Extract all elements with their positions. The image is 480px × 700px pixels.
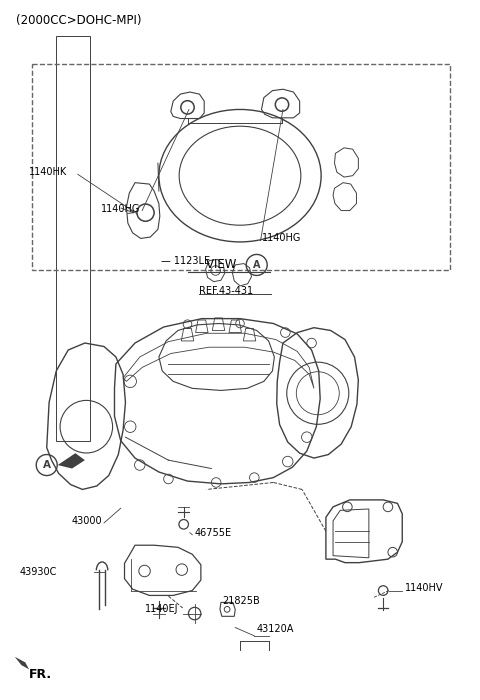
- Text: VIEW: VIEW: [206, 258, 240, 272]
- Text: 1140HV: 1140HV: [405, 583, 443, 594]
- Circle shape: [179, 519, 189, 529]
- Polygon shape: [58, 453, 85, 468]
- Text: 1140HK: 1140HK: [29, 167, 67, 177]
- Circle shape: [137, 204, 154, 221]
- Text: FR.: FR.: [29, 668, 52, 680]
- Text: A: A: [253, 260, 261, 270]
- Text: 1140HG: 1140HG: [101, 204, 140, 214]
- Text: REF.43-431: REF.43-431: [199, 286, 253, 295]
- Text: 43000: 43000: [72, 516, 103, 526]
- Bar: [33, 64, 450, 270]
- Text: (2000CC>DOHC-MPI): (2000CC>DOHC-MPI): [16, 14, 141, 27]
- Text: 46755E: 46755E: [195, 528, 232, 538]
- Text: 1140HG: 1140HG: [262, 233, 301, 244]
- Circle shape: [181, 101, 194, 114]
- Text: — 1123LE: — 1123LE: [161, 256, 210, 266]
- Bar: [56, 36, 90, 440]
- Text: A: A: [43, 460, 51, 470]
- Text: 21825B: 21825B: [222, 596, 260, 606]
- Text: 43120A: 43120A: [257, 624, 294, 634]
- Text: 1140EJ: 1140EJ: [144, 604, 178, 615]
- Circle shape: [276, 98, 288, 111]
- Text: 43930C: 43930C: [20, 567, 57, 577]
- Polygon shape: [15, 657, 29, 669]
